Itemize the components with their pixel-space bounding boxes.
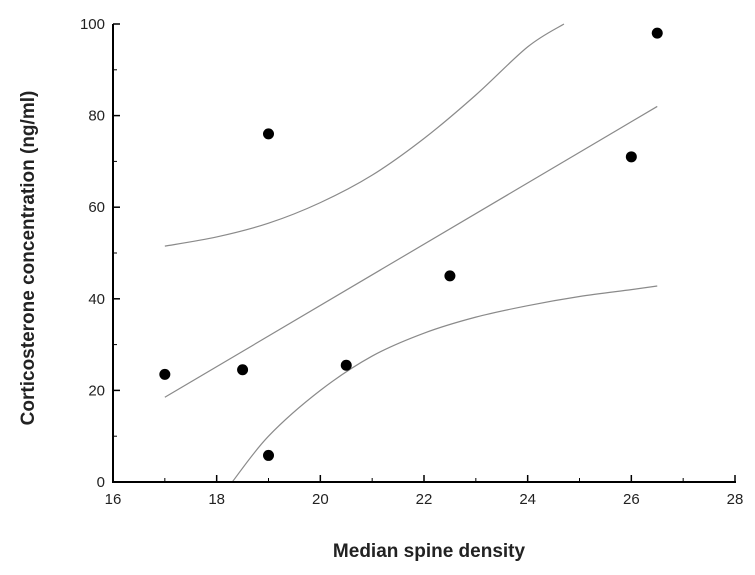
data-point [651,27,663,39]
regression-line [164,105,658,398]
lower-confidence-band [231,285,658,483]
x-ticks: 16 18 20 22 24 26 28 [105,475,744,508]
data-point [625,151,637,163]
x-tick-label: 28 [727,491,744,508]
data-point [263,449,274,461]
y-axis-title: Corticosterone concentration (ng/ml) [18,91,39,426]
x-tick-label: 22 [416,491,433,508]
x-axis-title: Median spine density [333,541,526,562]
y-ticks: 0 20 40 60 80 100 [80,16,120,491]
x-tick-label: 18 [208,491,225,508]
data-point [444,270,456,282]
data-point [340,359,352,371]
y-tick-label: 40 [88,291,105,308]
y-tick-label: 100 [80,16,105,33]
y-tick-label: 20 [88,382,105,399]
data-points [159,27,663,461]
fit-lines [164,23,658,483]
x-tick-label: 24 [519,491,536,508]
data-point [237,364,249,376]
axes [112,24,736,483]
data-point [159,368,171,380]
x-tick-label: 20 [312,491,329,508]
x-tick-label: 26 [623,491,640,508]
x-tick-label: 16 [105,491,122,508]
y-tick-label: 60 [88,199,105,216]
y-tick-label: 80 [88,108,105,125]
data-point [263,128,274,140]
upper-confidence-band [164,23,565,247]
y-tick-label: 0 [97,474,105,491]
